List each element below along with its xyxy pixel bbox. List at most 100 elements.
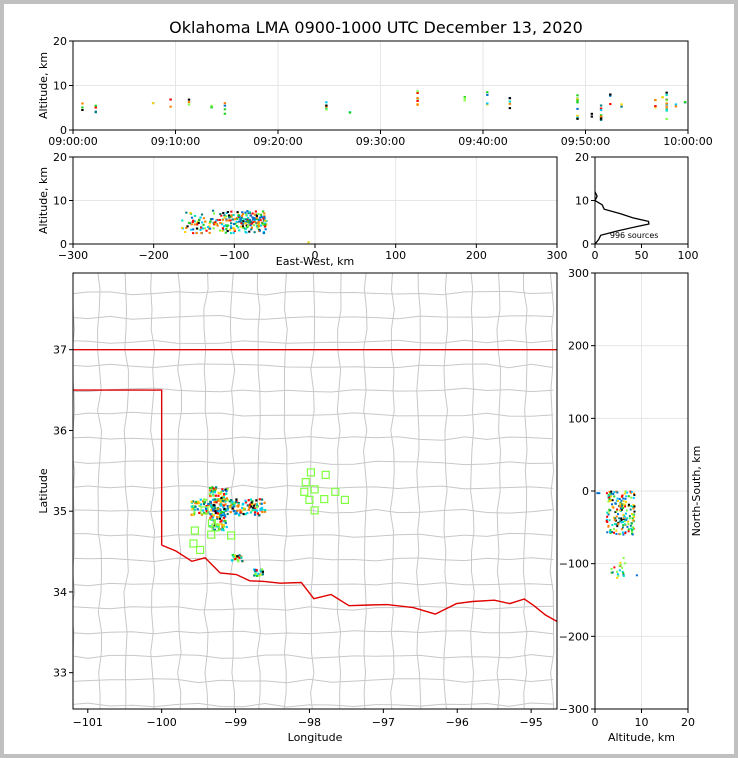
ns-source-point bbox=[626, 517, 629, 520]
ew-source-point bbox=[209, 227, 212, 230]
ew-alt-tick-label: 20 bbox=[53, 151, 67, 164]
ns-source-point bbox=[612, 516, 615, 519]
ew-source-point bbox=[245, 220, 248, 223]
ew-source-point bbox=[245, 231, 248, 234]
map-source-point bbox=[213, 489, 217, 492]
ns-source-point bbox=[621, 520, 624, 523]
ns-source-point bbox=[616, 497, 619, 500]
histogram-axes bbox=[594, 156, 689, 245]
lma-station-marker bbox=[211, 523, 220, 532]
map-source-point bbox=[260, 506, 263, 510]
county-line bbox=[73, 484, 554, 490]
ew-source-point bbox=[227, 214, 231, 217]
ns-source-point bbox=[618, 564, 621, 567]
map-source-point bbox=[254, 507, 257, 510]
ns-source-point bbox=[610, 499, 613, 502]
county-line bbox=[123, 273, 129, 709]
map-source-point bbox=[193, 508, 196, 511]
time-height-source bbox=[665, 91, 668, 94]
ew-source-point bbox=[213, 223, 216, 226]
map-source-point bbox=[264, 508, 267, 512]
ns-source-point bbox=[619, 563, 622, 566]
map-source-point bbox=[216, 512, 219, 515]
lma-station-marker bbox=[189, 539, 198, 548]
map-source-point bbox=[228, 500, 231, 503]
map-source-point bbox=[247, 499, 250, 502]
ew-source-point bbox=[246, 226, 249, 229]
ns-source-point bbox=[610, 490, 613, 493]
ew-source-point bbox=[221, 218, 225, 221]
ns-source-point bbox=[614, 519, 617, 522]
ew-source-point bbox=[237, 220, 241, 223]
map-source-point bbox=[233, 503, 236, 506]
ew-source-point bbox=[231, 218, 234, 221]
ew-source-point bbox=[212, 212, 216, 215]
map-source-point bbox=[218, 515, 221, 519]
map-source-point bbox=[244, 501, 248, 504]
ew-source-point bbox=[244, 213, 248, 216]
map-source-point bbox=[221, 488, 224, 491]
lma-station-marker bbox=[227, 531, 236, 540]
map-source-point bbox=[248, 505, 251, 509]
map-source-point bbox=[241, 559, 244, 563]
map-source-point bbox=[255, 503, 259, 506]
ns-source-point bbox=[607, 513, 610, 516]
map-source-point bbox=[211, 526, 214, 529]
county-line bbox=[73, 582, 554, 587]
map-source-point bbox=[199, 503, 202, 506]
ew-source-point bbox=[242, 226, 245, 229]
map-source-point bbox=[205, 509, 208, 513]
map-source-point bbox=[194, 502, 197, 505]
ew-source-point bbox=[236, 217, 239, 220]
ew-source-point bbox=[181, 226, 184, 229]
ew-source-point bbox=[227, 219, 231, 222]
map-source-point bbox=[231, 500, 234, 503]
ew-source-point bbox=[240, 216, 243, 219]
map-source-point bbox=[254, 503, 257, 506]
county-line bbox=[177, 273, 182, 709]
ns-source-point bbox=[631, 533, 634, 536]
ns-source-point bbox=[624, 532, 627, 535]
ew-source-point bbox=[247, 220, 250, 223]
ns-source-point bbox=[624, 505, 627, 508]
map-source-point bbox=[259, 569, 262, 572]
time-tick-label: 09:10:00 bbox=[151, 135, 200, 148]
ew-source-point bbox=[264, 228, 267, 231]
map-source-point bbox=[213, 501, 216, 504]
ew-source-point bbox=[258, 216, 262, 219]
time-height-source bbox=[416, 99, 419, 102]
ew-source-point bbox=[230, 214, 233, 217]
time-tick-label: 10:00:00 bbox=[663, 135, 712, 148]
map-source-point bbox=[251, 503, 254, 506]
altitude-tick-label: 10 bbox=[53, 80, 67, 93]
longitude-tick-label: −100 bbox=[147, 716, 177, 729]
ew-source-point bbox=[229, 232, 233, 235]
time-height-source bbox=[683, 101, 687, 104]
plan-view-axes bbox=[72, 272, 558, 710]
hist-tick-label: 50 bbox=[635, 249, 649, 262]
ns-source-point bbox=[621, 570, 624, 573]
map-source-point bbox=[191, 507, 194, 511]
ns-alt-tick-label: 0 bbox=[592, 716, 599, 729]
map-source-point bbox=[193, 511, 196, 514]
ew-source-point bbox=[208, 231, 211, 234]
ew-source-point bbox=[192, 228, 195, 231]
map-source-point bbox=[198, 504, 201, 508]
map-source-point bbox=[199, 498, 202, 501]
ns-source-point bbox=[630, 522, 633, 525]
ns-source-point bbox=[629, 490, 632, 493]
east-west-xlabel: East-West, km bbox=[276, 255, 354, 268]
map-source-point bbox=[208, 486, 212, 490]
ew-source-point bbox=[254, 210, 257, 213]
county-line bbox=[73, 532, 554, 538]
north-south-panel: −300 −200 −100 0 100 200 300 0 10 20 Altitude, km N… bbox=[559, 267, 703, 744]
ns-source-point bbox=[632, 507, 635, 510]
map-source-point bbox=[222, 497, 226, 500]
county-line bbox=[73, 290, 554, 296]
ew-source-point bbox=[229, 219, 232, 222]
ns-source-point bbox=[608, 500, 611, 503]
ns-source-point bbox=[624, 500, 627, 503]
ns-source-point bbox=[627, 495, 630, 498]
ew-source-point bbox=[201, 221, 204, 224]
ns-source-point bbox=[608, 495, 611, 498]
